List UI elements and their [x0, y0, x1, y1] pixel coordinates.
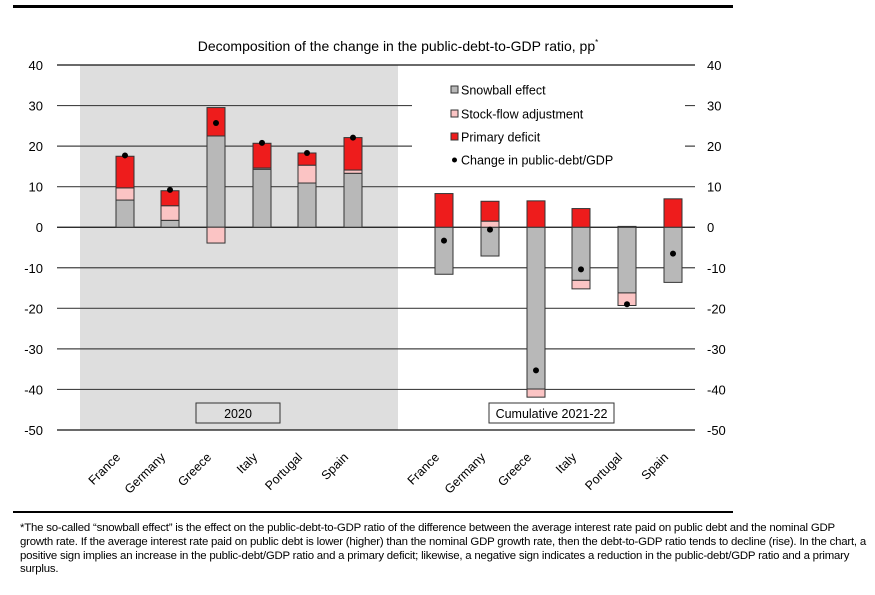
bars — [115, 107, 683, 398]
x-tick-label: France — [86, 450, 123, 487]
x-tick-label: Portugal — [582, 450, 625, 493]
y-tick-label-right: -30 — [707, 342, 726, 357]
bar-snowball — [160, 219, 180, 228]
bar-stock-flow — [115, 187, 135, 201]
panel-label: Cumulative 2021-22 — [496, 407, 608, 421]
change-dot — [213, 119, 219, 126]
legend-label: Primary deficit — [461, 131, 541, 145]
legend-dot — [452, 157, 457, 163]
bar-primary-deficit — [663, 198, 683, 228]
change-markers — [122, 119, 676, 374]
x-tick-label: Italy — [234, 450, 261, 477]
y-tick-label-left: 10 — [29, 180, 43, 195]
x-tick-label: Greece — [495, 450, 534, 489]
bar-snowball — [434, 226, 454, 275]
bar-primary-deficit — [571, 208, 591, 228]
x-tick-label: Greece — [175, 450, 214, 489]
panel-label-box — [488, 402, 615, 424]
change-dot — [259, 139, 265, 146]
y-tick-label-left: -30 — [24, 342, 43, 357]
legend: Snowball effect Stock-flow adjustment Prim… — [450, 84, 613, 168]
change-dot — [533, 367, 539, 374]
bar-stock-flow — [571, 279, 591, 290]
legend-label: Snowball effect — [461, 84, 546, 98]
bar-snowball — [252, 168, 272, 228]
bar-stock-flow — [526, 388, 546, 398]
change-dot — [578, 266, 584, 273]
y-axis-right: 40 30 20 10 0 -10 -20 -30 -40 -50 — [707, 58, 726, 438]
chart-title: Decomposition of the change in the publi… — [198, 38, 599, 54]
change-dot — [304, 150, 310, 157]
y-tick-label-left: 0 — [36, 220, 43, 235]
bar-stock-flow — [160, 205, 180, 221]
y-tick-label-right: -20 — [707, 301, 726, 316]
y-tick-label-right: 10 — [707, 180, 721, 195]
y-tick-label-right: 40 — [707, 58, 721, 73]
bar-stock-flow — [297, 164, 317, 184]
y-tick-label-right: -10 — [707, 261, 726, 276]
bar-primary-deficit — [160, 190, 180, 207]
legend-swatch — [450, 85, 459, 94]
y-tick-label-left: 40 — [29, 58, 43, 73]
y-tick-label-right: -50 — [707, 423, 726, 438]
panel-labels: 2020 Cumulative 2021-22 — [195, 402, 615, 424]
change-dot — [167, 186, 173, 193]
bar-primary-deficit — [115, 155, 135, 189]
x-tick-label: Portugal — [262, 450, 305, 493]
y-axis-left: 40 30 20 10 0 -10 -20 -30 -40 -50 — [24, 58, 43, 438]
legend-label: Change in public-debt/GDP — [461, 154, 613, 168]
x-tick-label: Germany — [122, 450, 169, 497]
y-tick-label-left: -20 — [24, 301, 43, 316]
bar-primary-deficit — [617, 225, 637, 228]
bar-snowball — [297, 182, 317, 228]
x-tick-label: Spain — [639, 450, 672, 483]
x-tick-label: Germany — [442, 450, 489, 497]
bar-stock-flow — [206, 226, 226, 244]
top-rule — [13, 5, 733, 8]
panel-label-box — [195, 402, 281, 424]
y-tick-label-left: -40 — [24, 382, 43, 397]
bottom-rule — [13, 511, 733, 513]
y-tick-label-left: 30 — [29, 99, 43, 114]
change-dot — [350, 134, 356, 141]
y-tick-label-left: -50 — [24, 423, 43, 438]
bar-primary-deficit — [252, 142, 272, 169]
legend-label: Stock-flow adjustment — [461, 108, 584, 122]
chart: 40 30 20 10 0 -10 -20 -30 -40 -50 40 30 20 10 0 -10 -20… — [24, 38, 726, 497]
bar-primary-deficit — [526, 200, 546, 228]
change-dot — [624, 301, 630, 308]
bar-snowball — [617, 226, 637, 294]
bar-snowball — [526, 226, 546, 390]
bar-snowball — [206, 135, 226, 228]
y-tick-label-left: -10 — [24, 261, 43, 276]
bar-snowball — [343, 172, 363, 228]
y-tick-label-right: 30 — [707, 99, 721, 114]
x-tick-label: Spain — [319, 450, 352, 483]
x-tick-label: France — [405, 450, 442, 487]
y-tick-label-right: -40 — [707, 382, 726, 397]
bar-stock-flow — [480, 220, 500, 228]
panel-label: 2020 — [224, 407, 252, 421]
footnote: *The so-called “snowball effect” is the … — [20, 522, 866, 576]
panel-2020-shade — [80, 65, 398, 430]
x-tick-label: Italy — [553, 450, 580, 477]
legend-swatch — [450, 109, 459, 118]
legend-swatch — [450, 132, 459, 141]
change-dot — [441, 237, 447, 244]
change-dot — [670, 250, 676, 257]
y-tick-label-left: 20 — [29, 139, 43, 154]
bar-snowball — [115, 199, 135, 228]
y-tick-label-right: 20 — [707, 139, 721, 154]
y-tick-label-right: 0 — [707, 220, 714, 235]
change-dot — [487, 226, 493, 233]
legend-background — [412, 78, 685, 173]
bar-primary-deficit — [434, 193, 454, 228]
bar-primary-deficit — [480, 200, 500, 222]
bar-primary-deficit — [343, 137, 363, 171]
change-dot — [122, 152, 128, 159]
